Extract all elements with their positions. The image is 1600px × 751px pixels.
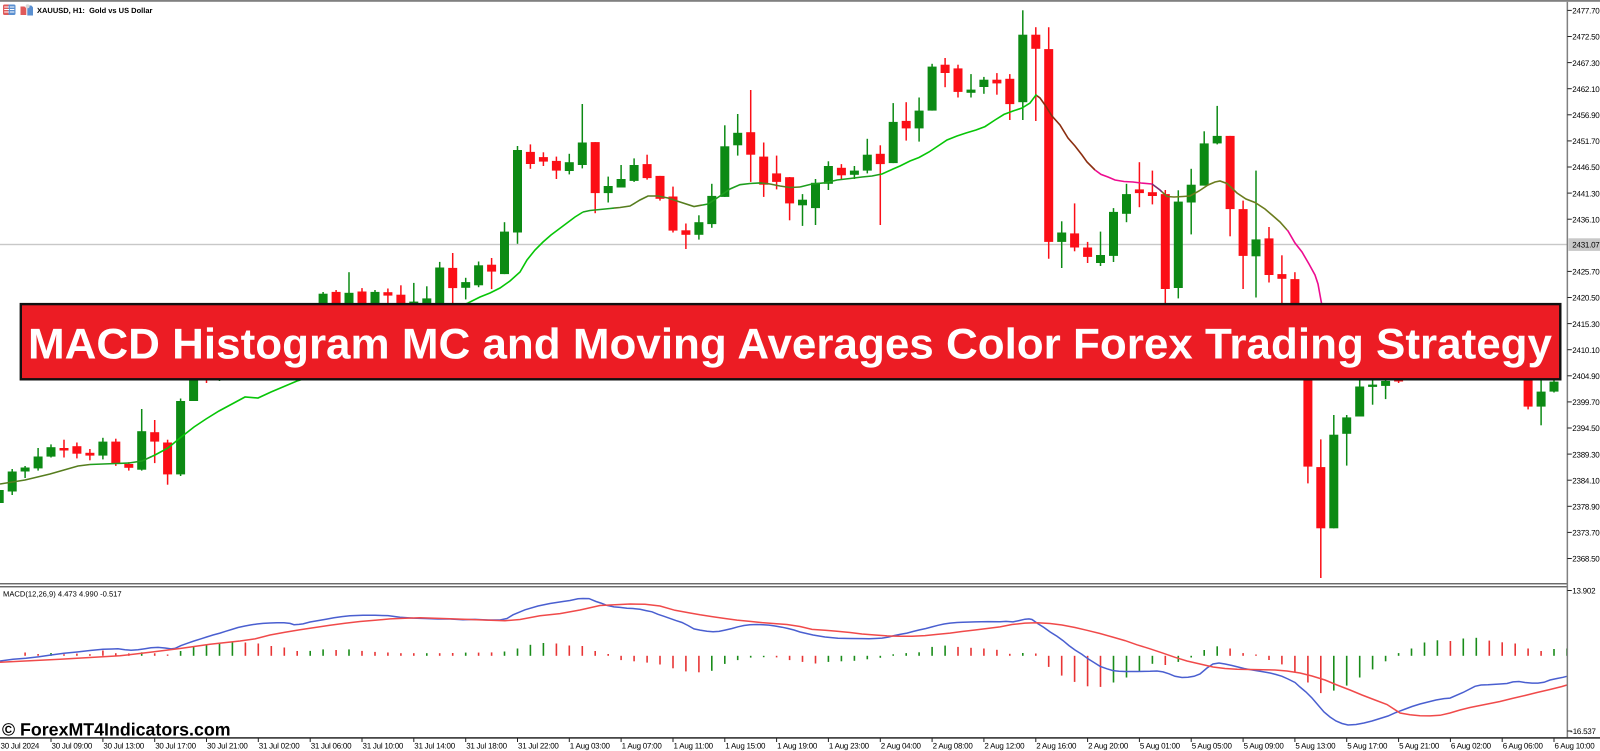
svg-text:5 Aug 01:00: 5 Aug 01:00 [1140, 742, 1181, 751]
svg-text:XAUUSD, H1: Gold vs US Dollar: XAUUSD, H1: Gold vs US Dollar [37, 6, 153, 15]
svg-text:31 Jul 14:00: 31 Jul 14:00 [414, 742, 455, 751]
svg-text:2404.90: 2404.90 [1572, 372, 1600, 381]
svg-text:2477.70: 2477.70 [1572, 7, 1600, 16]
svg-text:2373.70: 2373.70 [1572, 529, 1600, 538]
svg-text:6 Aug 10:00: 6 Aug 10:00 [1555, 742, 1596, 751]
svg-text:MACD Histogram MC and Moving A: MACD Histogram MC and Moving Averages Co… [28, 321, 1552, 369]
svg-text:5 Aug 13:00: 5 Aug 13:00 [1295, 742, 1336, 751]
svg-text:30 Jul 2024: 30 Jul 2024 [1, 742, 40, 751]
svg-text:2456.90: 2456.90 [1572, 111, 1600, 120]
svg-text:2 Aug 04:00: 2 Aug 04:00 [881, 742, 922, 751]
svg-text:1 Aug 03:00: 1 Aug 03:00 [570, 742, 611, 751]
svg-text:1 Aug 19:00: 1 Aug 19:00 [777, 742, 818, 751]
svg-text:30 Jul 09:00: 30 Jul 09:00 [52, 742, 93, 751]
svg-text:30 Jul 13:00: 30 Jul 13:00 [103, 742, 144, 751]
svg-text:2 Aug 16:00: 2 Aug 16:00 [1036, 742, 1077, 751]
svg-text:© ForexMT4Indicators.com: © ForexMT4Indicators.com [2, 720, 231, 740]
svg-text:1 Aug 15:00: 1 Aug 15:00 [725, 742, 766, 751]
svg-text:5 Aug 05:00: 5 Aug 05:00 [1192, 742, 1233, 751]
svg-text:2378.90: 2378.90 [1572, 503, 1600, 512]
svg-text:2368.50: 2368.50 [1572, 555, 1600, 564]
svg-text:5 Aug 21:00: 5 Aug 21:00 [1399, 742, 1440, 751]
svg-text:2410.10: 2410.10 [1572, 346, 1600, 355]
svg-text:31 Jul 06:00: 31 Jul 06:00 [311, 742, 352, 751]
svg-text:2462.10: 2462.10 [1572, 85, 1600, 94]
svg-text:2467.30: 2467.30 [1572, 59, 1600, 68]
svg-text:6 Aug 06:00: 6 Aug 06:00 [1503, 742, 1544, 751]
svg-text:31 Jul 22:00: 31 Jul 22:00 [518, 742, 559, 751]
svg-text:2441.30: 2441.30 [1572, 189, 1600, 198]
svg-text:2446.50: 2446.50 [1572, 163, 1600, 172]
svg-text:2472.50: 2472.50 [1572, 33, 1600, 42]
svg-text:2 Aug 20:00: 2 Aug 20:00 [1088, 742, 1129, 751]
svg-text:2415.30: 2415.30 [1572, 320, 1600, 329]
svg-text:1 Aug 07:00: 1 Aug 07:00 [622, 742, 663, 751]
svg-text:13.902: 13.902 [1572, 587, 1596, 596]
svg-text:2431.07: 2431.07 [1572, 241, 1600, 250]
svg-text:2420.50: 2420.50 [1572, 294, 1600, 303]
svg-text:2451.70: 2451.70 [1572, 137, 1600, 146]
svg-text:31 Jul 10:00: 31 Jul 10:00 [363, 742, 404, 751]
svg-text:-16.537: -16.537 [1570, 727, 1596, 736]
svg-text:5 Aug 09:00: 5 Aug 09:00 [1244, 742, 1285, 751]
svg-text:2384.10: 2384.10 [1572, 476, 1600, 485]
svg-text:2425.70: 2425.70 [1572, 268, 1600, 277]
svg-text:31 Jul 18:00: 31 Jul 18:00 [466, 742, 507, 751]
svg-text:2399.70: 2399.70 [1572, 398, 1600, 407]
svg-text:30 Jul 17:00: 30 Jul 17:00 [155, 742, 196, 751]
svg-text:2394.50: 2394.50 [1572, 424, 1600, 433]
svg-text:2 Aug 12:00: 2 Aug 12:00 [984, 742, 1025, 751]
svg-text:6 Aug 02:00: 6 Aug 02:00 [1451, 742, 1492, 751]
svg-text:31 Jul 02:00: 31 Jul 02:00 [259, 742, 300, 751]
svg-text:5 Aug 17:00: 5 Aug 17:00 [1347, 742, 1388, 751]
svg-text:30 Jul 21:00: 30 Jul 21:00 [207, 742, 248, 751]
svg-text:2389.30: 2389.30 [1572, 450, 1600, 459]
svg-text:2436.10: 2436.10 [1572, 215, 1600, 224]
svg-text:2 Aug 08:00: 2 Aug 08:00 [933, 742, 974, 751]
svg-text:1 Aug 23:00: 1 Aug 23:00 [829, 742, 870, 751]
svg-text:1 Aug 11:00: 1 Aug 11:00 [674, 742, 714, 751]
svg-text:MACD(12,26,9) 4.473 4.990 -0.5: MACD(12,26,9) 4.473 4.990 -0.517 [3, 590, 122, 599]
